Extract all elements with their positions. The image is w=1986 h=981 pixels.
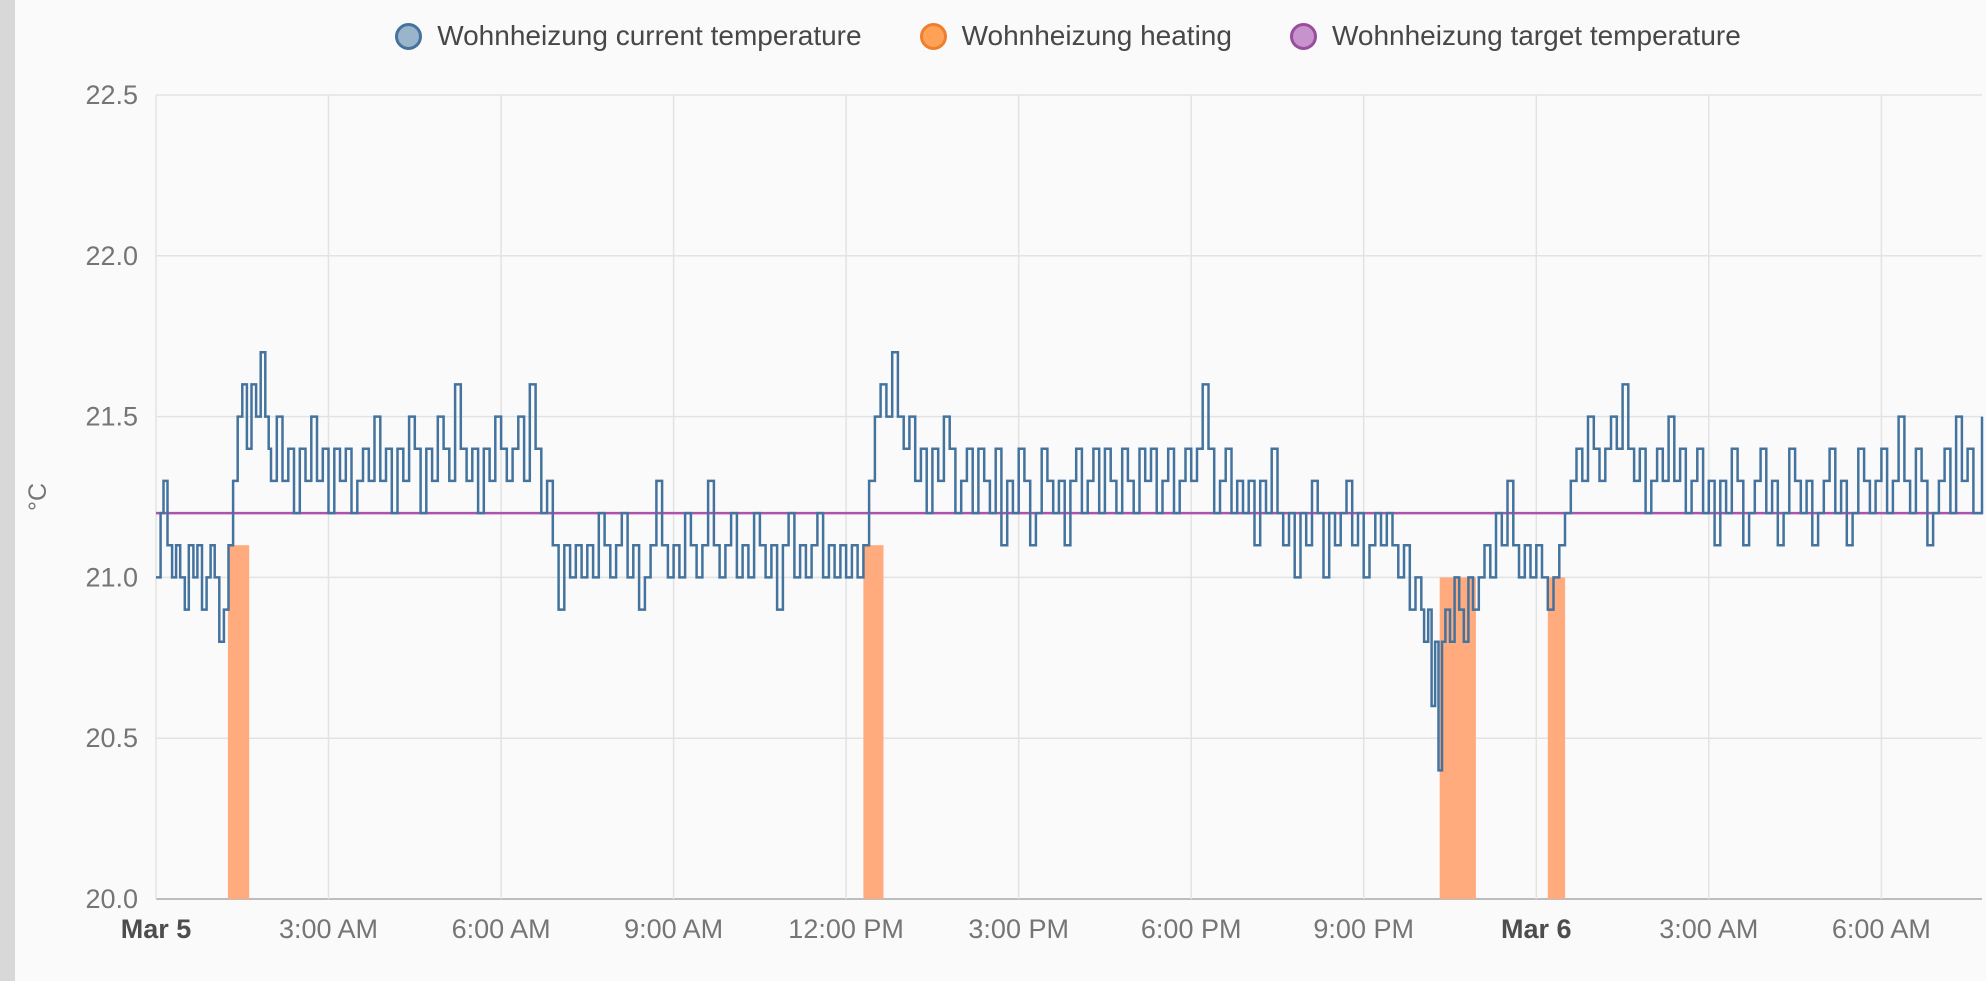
heating-bar xyxy=(1547,577,1566,899)
y-tick-label: 20.0 xyxy=(85,884,138,914)
x-tick-label: 6:00 AM xyxy=(452,914,551,944)
x-tick-label: Mar 6 xyxy=(1501,914,1572,944)
legend-label-heating: Wohnheizung heating xyxy=(961,20,1232,51)
legend-dot-heating-icon xyxy=(919,22,947,50)
current-temperature-line xyxy=(156,351,1984,772)
x-tick-label: 6:00 PM xyxy=(1141,914,1242,944)
x-tick-label: 3:00 AM xyxy=(279,914,378,944)
y-tick-label: 21.5 xyxy=(85,402,138,432)
legend-label-current-temperature: Wohnheizung current temperature xyxy=(437,20,862,51)
x-tick-label: 9:00 PM xyxy=(1313,914,1414,944)
legend-item-current-temperature[interactable]: Wohnheizung current temperature xyxy=(395,20,862,52)
x-tick-label: 6:00 AM xyxy=(1832,914,1931,944)
legend-item-target-temperature[interactable]: Wohnheizung target temperature xyxy=(1289,20,1741,52)
legend-item-heating[interactable]: Wohnheizung heating xyxy=(919,20,1232,52)
y-tick-label: 20.5 xyxy=(85,723,138,753)
chart-legend: Wohnheizung current temperature Wohnheiz… xyxy=(156,20,1980,52)
x-tick-label: Mar 5 xyxy=(121,914,192,944)
y-tick-label: 22.0 xyxy=(85,241,138,271)
y-tick-label: 22.5 xyxy=(85,80,138,110)
heating-bar xyxy=(227,545,250,899)
page-edge xyxy=(0,0,15,981)
x-tick-label: 9:00 AM xyxy=(624,914,723,944)
legend-dot-target-temperature-icon xyxy=(1289,22,1317,50)
heating-bar xyxy=(863,545,884,899)
x-tick-label: 12:00 PM xyxy=(788,914,904,944)
legend-label-target-temperature: Wohnheizung target temperature xyxy=(1331,20,1741,51)
y-axis-unit-label: °C xyxy=(24,483,52,511)
legend-dot-current-temperature-icon xyxy=(395,22,423,50)
x-tick-label: 3:00 AM xyxy=(1659,914,1758,944)
x-tick-label: 3:00 PM xyxy=(968,914,1069,944)
y-tick-label: 21.0 xyxy=(85,562,138,592)
